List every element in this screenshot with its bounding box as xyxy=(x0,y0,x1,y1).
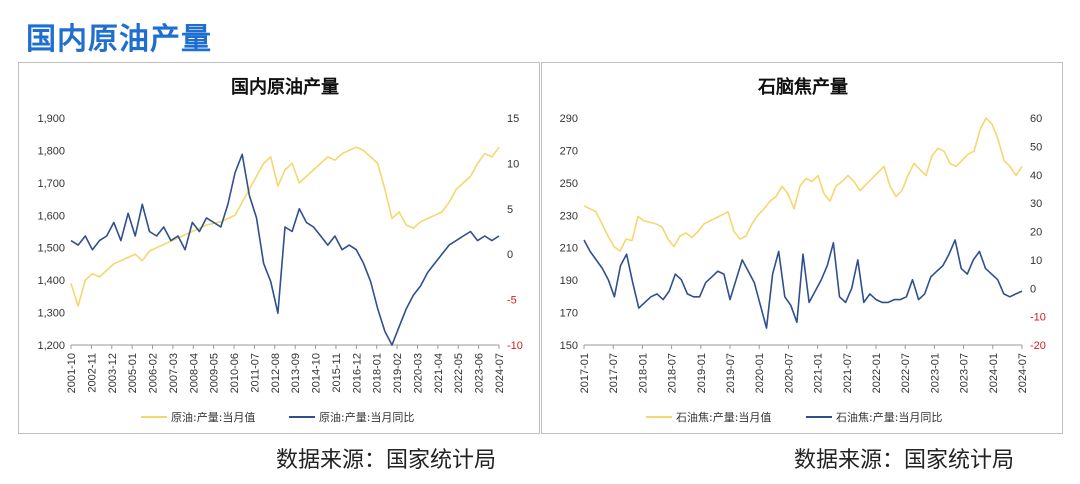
chart-title: 国内原油产量 xyxy=(231,76,339,98)
x-tick-label: 2019-02 xyxy=(392,353,404,393)
x-tick-label: 2008-04 xyxy=(188,353,200,393)
y-right-tick-label: 30 xyxy=(1030,198,1042,210)
x-tick-label: 2016-12 xyxy=(351,353,363,393)
x-tick-label: 2020-07 xyxy=(783,353,795,393)
x-tick-label: 2006-02 xyxy=(148,353,160,393)
x-tick-label: 2005-01 xyxy=(127,353,139,393)
y-left-tick-label: 1,300 xyxy=(37,308,65,320)
y-left-tick-label: 270 xyxy=(560,145,578,157)
x-tick-label: 2017-07 xyxy=(608,353,620,393)
x-tick-label: 2021-07 xyxy=(842,353,854,393)
x-tick-label: 2003-12 xyxy=(107,353,119,393)
x-tick-label: 2013-09 xyxy=(290,353,302,393)
legend-label: 原油:产量:当月值 xyxy=(171,410,255,424)
series-line-value xyxy=(70,146,500,307)
y-left-tick-label: 1,400 xyxy=(37,275,65,287)
page-title: 国内原油产量 xyxy=(26,22,212,57)
y-left-tick-label: 1,800 xyxy=(37,145,65,157)
y-right-tick-label: 60 xyxy=(1030,113,1042,125)
y-left-tick-label: 170 xyxy=(560,308,578,320)
y-right-tick-label: 15 xyxy=(507,113,519,125)
crude-oil-chart-panel: 国内原油产量 1,200 1,300 1,400 1,500 1,600 1,700 1,80… xyxy=(18,62,540,434)
x-tick-label: 2009-05 xyxy=(209,353,221,393)
source-note-left: 数据来源：国家统计局 xyxy=(276,448,497,473)
y-right-tick-label: 10 xyxy=(507,158,519,170)
y-right-tick-label: 5 xyxy=(507,204,513,216)
y-right-tick-label: 20 xyxy=(1030,227,1042,239)
y-left-tick-label: 190 xyxy=(560,275,578,287)
x-tick-label: 2020-01 xyxy=(754,353,766,393)
y-left-tick-label: 1,900 xyxy=(37,113,65,125)
y-right-tick-label: 0 xyxy=(507,249,513,261)
x-tick-label: 2023-01 xyxy=(929,353,941,393)
x-tick-label: 2022-01 xyxy=(871,353,883,393)
x-tick-label: 2019-07 xyxy=(725,353,737,393)
chart-title: 石脑焦产量 xyxy=(757,76,848,98)
x-tick-label: 2007-03 xyxy=(168,353,180,393)
legend-label: 石油焦:产量:当月值 xyxy=(676,410,771,424)
x-tick-label: 2023-07 xyxy=(959,353,971,393)
y-right-tick-label: -20 xyxy=(1030,340,1046,352)
y-left-tick-label: 1,500 xyxy=(37,243,65,255)
y-right-tick-label: -10 xyxy=(507,340,523,352)
y-left-tick-label: 210 xyxy=(560,243,578,255)
y-right-tick-label: -10 xyxy=(1030,312,1046,324)
x-tick-label: 2001-10 xyxy=(66,353,78,393)
y-right-tick-label: -5 xyxy=(507,295,517,307)
y-right-tick-label: 40 xyxy=(1030,170,1042,182)
series-line-yoy xyxy=(583,239,1023,329)
x-tick-label: 2011-07 xyxy=(249,353,261,393)
x-tick-label: 2018-01 xyxy=(372,353,384,393)
x-tick-label: 2021-04 xyxy=(433,353,445,393)
crude-oil-chart: 国内原油产量 1,200 1,300 1,400 1,500 1,600 1,700 1,80… xyxy=(37,76,523,424)
x-tick-label: 2024-07 xyxy=(1017,353,1029,393)
y-right-tick-label: 50 xyxy=(1030,141,1042,153)
x-tick-label: 2023-06 xyxy=(474,353,486,393)
x-tick-label: 2020-03 xyxy=(412,353,424,393)
petroleum-coke-chart-panel: 石脑焦产量 150 170 190 210 230 250 270 290 -20 -10 0 10 20… xyxy=(541,62,1063,434)
x-tick-label: 2012-08 xyxy=(270,353,282,393)
x-tick-label: 2017-01 xyxy=(579,353,591,393)
x-tick-label: 2024-01 xyxy=(988,353,1000,393)
legend-label: 原油:产量:当月同比 xyxy=(319,410,414,424)
petroleum-coke-chart: 石脑焦产量 150 170 190 210 230 250 270 290 -20 -10 0 10 20… xyxy=(560,76,1046,424)
x-tick-label: 2018-07 xyxy=(667,353,679,393)
x-tick-label: 2014-10 xyxy=(311,353,323,393)
x-tick-label: 2002-11 xyxy=(86,353,98,393)
legend-label: 石油焦:产量:当月同比 xyxy=(836,410,942,424)
x-tick-label: 2018-01 xyxy=(637,353,649,393)
source-note-right: 数据来源：国家统计局 xyxy=(794,448,1015,473)
y-left-tick-label: 230 xyxy=(560,210,578,222)
x-tick-label: 2022-05 xyxy=(453,353,465,393)
y-left-tick-label: 250 xyxy=(560,178,578,190)
y-left-tick-label: 1,600 xyxy=(37,210,65,222)
x-tick-label: 2024-07 xyxy=(494,353,506,393)
y-left-tick-label: 1,700 xyxy=(37,178,65,190)
x-tick-label: 2021-01 xyxy=(813,353,825,393)
x-tick-label: 2010-06 xyxy=(229,353,241,393)
y-right-tick-label: 10 xyxy=(1030,255,1042,267)
x-tick-label: 2015-11 xyxy=(331,353,343,393)
x-tick-label: 2022-07 xyxy=(900,353,912,393)
series-line-yoy xyxy=(70,153,500,346)
y-left-tick-label: 150 xyxy=(560,340,578,352)
x-tick-label: 2019-01 xyxy=(696,353,708,393)
y-right-tick-label: 0 xyxy=(1030,283,1036,295)
y-left-tick-label: 1,200 xyxy=(37,340,65,352)
y-left-tick-label: 290 xyxy=(560,113,578,125)
series-line-value xyxy=(583,117,1023,252)
